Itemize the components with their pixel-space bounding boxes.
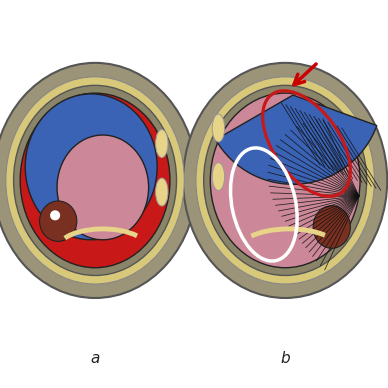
Ellipse shape (212, 163, 225, 191)
Ellipse shape (204, 85, 367, 275)
Ellipse shape (212, 114, 225, 142)
Ellipse shape (25, 94, 157, 240)
Text: a: a (90, 352, 100, 366)
Ellipse shape (14, 85, 177, 275)
Ellipse shape (40, 201, 77, 241)
Text: b: b (281, 352, 290, 366)
Circle shape (50, 210, 60, 220)
Wedge shape (216, 95, 377, 184)
Ellipse shape (156, 130, 168, 158)
Ellipse shape (183, 63, 387, 298)
Ellipse shape (57, 135, 149, 240)
Ellipse shape (0, 63, 197, 298)
Ellipse shape (313, 206, 350, 248)
Ellipse shape (196, 77, 374, 284)
Ellipse shape (6, 77, 184, 284)
Ellipse shape (210, 93, 360, 268)
Ellipse shape (20, 93, 170, 268)
Ellipse shape (156, 178, 168, 206)
